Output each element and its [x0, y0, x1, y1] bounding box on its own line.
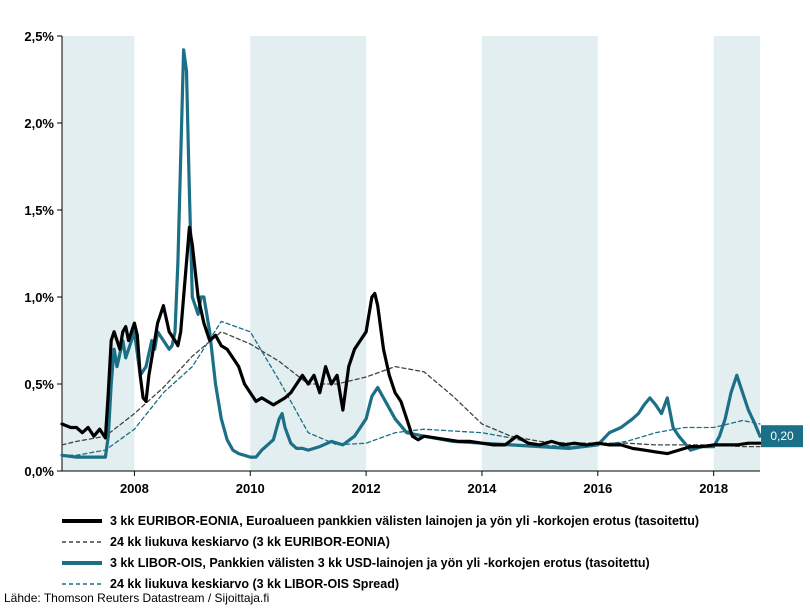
shaded-periods — [62, 36, 760, 471]
source-note: Lähde: Thomson Reuters Datastream / Sijo… — [4, 591, 270, 605]
x-tick-label: 2008 — [120, 481, 149, 496]
legend-swatch-libor — [62, 560, 102, 565]
legend-swatch-euribor — [62, 518, 102, 523]
legend-item: 3 kk EURIBOR-EONIA, Euroalueen pankkien … — [60, 510, 800, 531]
axes — [57, 35, 760, 476]
legend-label-euribor: 3 kk EURIBOR-EONIA, Euroalueen pankkien … — [110, 513, 700, 528]
end-value-badge — [761, 425, 803, 448]
legend-label-libor: 3 kk LIBOR-OIS, Pankkien välisten 3 kk U… — [110, 555, 650, 570]
series-line-2 — [60, 48, 762, 459]
y-tick-label: 0,0% — [24, 464, 54, 479]
legend-item: 3 kk LIBOR-OIS, Pankkien välisten 3 kk U… — [60, 552, 800, 573]
shaded-period — [250, 36, 367, 471]
x-tick-label: 2010 — [236, 481, 265, 496]
y-tick-label: 2,0% — [24, 116, 54, 131]
legend-swatch-euribor-avg — [62, 540, 102, 543]
x-tick-label: 2012 — [352, 481, 381, 496]
x-tick-label: 2018 — [699, 481, 728, 496]
y-tick-label: 1,0% — [24, 290, 54, 305]
series-lines — [60, 48, 762, 459]
y-tick-label: 1,5% — [24, 203, 54, 218]
end-value-label: 0,20 — [761, 425, 803, 448]
shaded-period — [713, 36, 760, 471]
legend-item: 24 kk liukuva keskiarvo (3 kk EURIBOR-EO… — [60, 531, 800, 552]
x-tick-label: 2016 — [583, 481, 612, 496]
end-value-text: 0,20 — [770, 429, 794, 443]
x-tick-label: 2014 — [467, 481, 497, 496]
legend-label-libor-avg: 24 kk liukuva keskiarvo (3 kk LIBOR-OIS … — [110, 576, 400, 591]
y-tick-label: 0,5% — [24, 377, 54, 392]
y-tick-label: 2,5% — [24, 29, 54, 44]
chart-svg: 0,0% 0,5% 1,0% 1,5% 2,0% 2,5% 2008 2010 2012 2014… — [24, 29, 803, 496]
shaded-period — [481, 36, 598, 471]
shaded-period — [62, 36, 135, 471]
legend-item: 24 kk liukuva keskiarvo (3 kk LIBOR-OIS … — [60, 573, 800, 594]
legend: 3 kk EURIBOR-EONIA, Euroalueen pankkien … — [60, 510, 800, 594]
series-line-1 — [61, 331, 761, 448]
tick-labels: 0,0% 0,5% 1,0% 1,5% 2,0% 2,5% 2008 2010 2012 2014… — [24, 29, 728, 496]
legend-label-euribor-avg: 24 kk liukuva keskiarvo (3 kk EURIBOR-EO… — [110, 534, 390, 549]
legend-swatch-libor-avg — [62, 582, 102, 585]
series-line-0 — [60, 225, 762, 456]
